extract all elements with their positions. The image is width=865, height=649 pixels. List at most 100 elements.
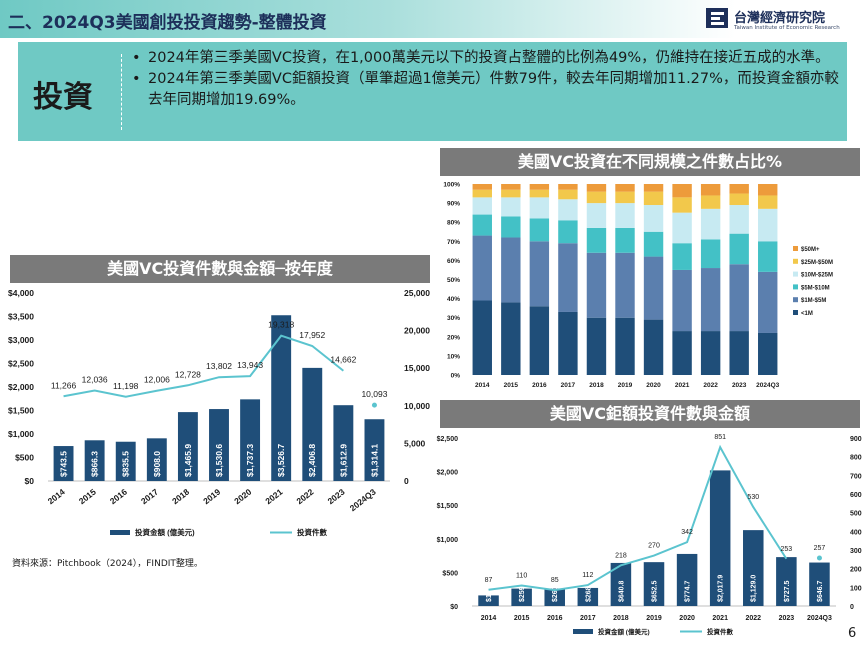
chart-title-megadeals: 美國VC鉅額投資件數與金額 [440, 400, 860, 428]
stacked-bar-segment [643, 231, 664, 257]
x-tick-label: 2018 [613, 615, 629, 622]
x-tick-label: 2017 [139, 487, 160, 507]
stacked-bar-segment [672, 197, 692, 213]
chart-title-annual: 美國VC投資件數與金額─按年度 [10, 255, 430, 283]
stacked-bar-segment [729, 233, 749, 265]
x-tick-label: 2015 [514, 615, 530, 622]
legend-label-line: 投資件數 [297, 527, 327, 537]
y-left-tick-label: $2,500 [437, 436, 459, 443]
line-value-label: 112 [582, 572, 593, 579]
legend-swatch-bar [573, 629, 593, 634]
stacked-bar-segment [615, 203, 635, 228]
stacked-bar-segment [586, 184, 607, 192]
y-tick-label: 40% [447, 296, 460, 303]
y-left-tick-label: $2,500 [8, 359, 34, 369]
bar [333, 405, 354, 481]
x-tick-label: 2015 [504, 382, 519, 389]
bar [743, 530, 764, 606]
stacked-bar-segment [700, 184, 721, 196]
legend-label: <1M [801, 311, 813, 317]
x-tick-label: 2014 [475, 382, 490, 389]
bar-value-label: $743.5 [59, 451, 69, 477]
logo-name: 台灣經濟研究院 [734, 11, 826, 26]
stacked-bar-segment [558, 199, 578, 221]
bar [544, 588, 565, 606]
page-number: 6 [848, 626, 857, 641]
bar-value-label: $1,612.9 [338, 444, 348, 477]
y-tick-label: 30% [447, 315, 460, 322]
line-value-label: 270 [648, 543, 660, 550]
stacked-bar-segment [700, 331, 721, 375]
y-left-tick-label: $500 [15, 453, 34, 463]
summary-list: • 2024年第三季美國VC投資，在1,000萬美元以下的投資占整體的比例為49… [130, 48, 840, 111]
stacked-bar-segment [758, 241, 778, 272]
stacked-bar-segment [472, 197, 492, 215]
x-tick-label: 2020 [646, 382, 661, 389]
summary-bullet-2: • 2024年第三季美國VC鉅額投資（單筆超過1億美元）件數79件，較去年同期增… [130, 69, 840, 111]
stacked-bar-segment [758, 271, 778, 333]
line-value-label: 10,093 [361, 389, 387, 399]
bar-value-label: $3,526.7 [276, 444, 286, 477]
bar-value-label: $2,406.8 [307, 444, 317, 477]
bullet-icon: • [132, 71, 141, 87]
line-value-label: 14,662 [330, 355, 356, 365]
bar-value-label: $1,129.0 [751, 575, 758, 602]
y-left-tick-label: $4,000 [8, 288, 34, 298]
y-left-tick-label: $500 [442, 570, 458, 577]
stacked-bar-segment [529, 197, 550, 219]
stacked-bar-segment [700, 195, 721, 209]
logo: 台灣經濟研究院 Taiwan Institute of Economic Res… [705, 6, 855, 34]
stacked-bar-segment [615, 252, 635, 318]
y-right-tick-label: 900 [850, 436, 862, 443]
y-right-tick-label: 400 [850, 529, 862, 536]
stacked-bar-segment [758, 208, 778, 242]
summary-divider [121, 54, 122, 130]
bar-value-label: $1,465.9 [183, 444, 193, 477]
line-value-label: 257 [814, 545, 826, 552]
source-note: 資料來源：Pitchbook（2024），FINDIT整理。 [12, 559, 203, 569]
x-tick-label: 2016 [108, 487, 129, 507]
y-tick-label: 50% [447, 277, 460, 284]
x-tick-label: 2022 [703, 382, 718, 389]
line-value-label: 85 [551, 577, 559, 584]
legend-swatch [793, 310, 798, 315]
line-value-label: 13,943 [237, 360, 263, 370]
y-left-tick-label: $3,000 [8, 335, 34, 345]
line-point [816, 555, 822, 561]
stacked-bar-segment [672, 184, 692, 198]
bar [709, 470, 731, 606]
bar [610, 562, 632, 606]
bar [53, 446, 74, 481]
line-value-label: 13,802 [206, 361, 232, 371]
y-left-tick-label: $3,500 [8, 312, 34, 322]
x-tick-label: 2019 [646, 615, 662, 622]
line-series [488, 444, 788, 592]
y-right-tick-label: 0 [404, 476, 409, 486]
x-tick-label: 2014 [46, 487, 67, 507]
y-right-tick-label: 200 [850, 567, 862, 574]
y-tick-label: 0% [451, 373, 461, 380]
bar [146, 438, 167, 481]
bar [676, 553, 698, 606]
y-right-tick-label: 100 [850, 585, 862, 592]
bar [115, 441, 136, 481]
legend-swatch [793, 258, 798, 264]
line-value-label: 12,728 [175, 369, 201, 379]
y-left-tick-label: $0 [450, 604, 458, 611]
legend-swatch [793, 246, 798, 251]
summary-bullet-1: • 2024年第三季美國VC投資，在1,000萬美元以下的投資占整體的比例為49… [130, 48, 840, 69]
y-right-tick-label: 5,000 [404, 438, 426, 448]
tier-logo-icon [706, 8, 728, 28]
legend-label-bar: 投資金額 (億美元) [598, 627, 650, 636]
bar [240, 399, 261, 481]
bar-value-label: $835.5 [121, 451, 131, 477]
y-tick-label: 100% [443, 182, 460, 189]
stacked-bar-segment [615, 191, 635, 204]
bar [84, 440, 105, 481]
x-tick-label: 2020 [232, 487, 253, 507]
stacked-bar-segment [643, 191, 664, 206]
stacked-bar-segment [758, 184, 778, 196]
line-value-label: 110 [516, 572, 527, 579]
bar [209, 409, 229, 481]
x-tick-label: 2018 [170, 487, 191, 507]
